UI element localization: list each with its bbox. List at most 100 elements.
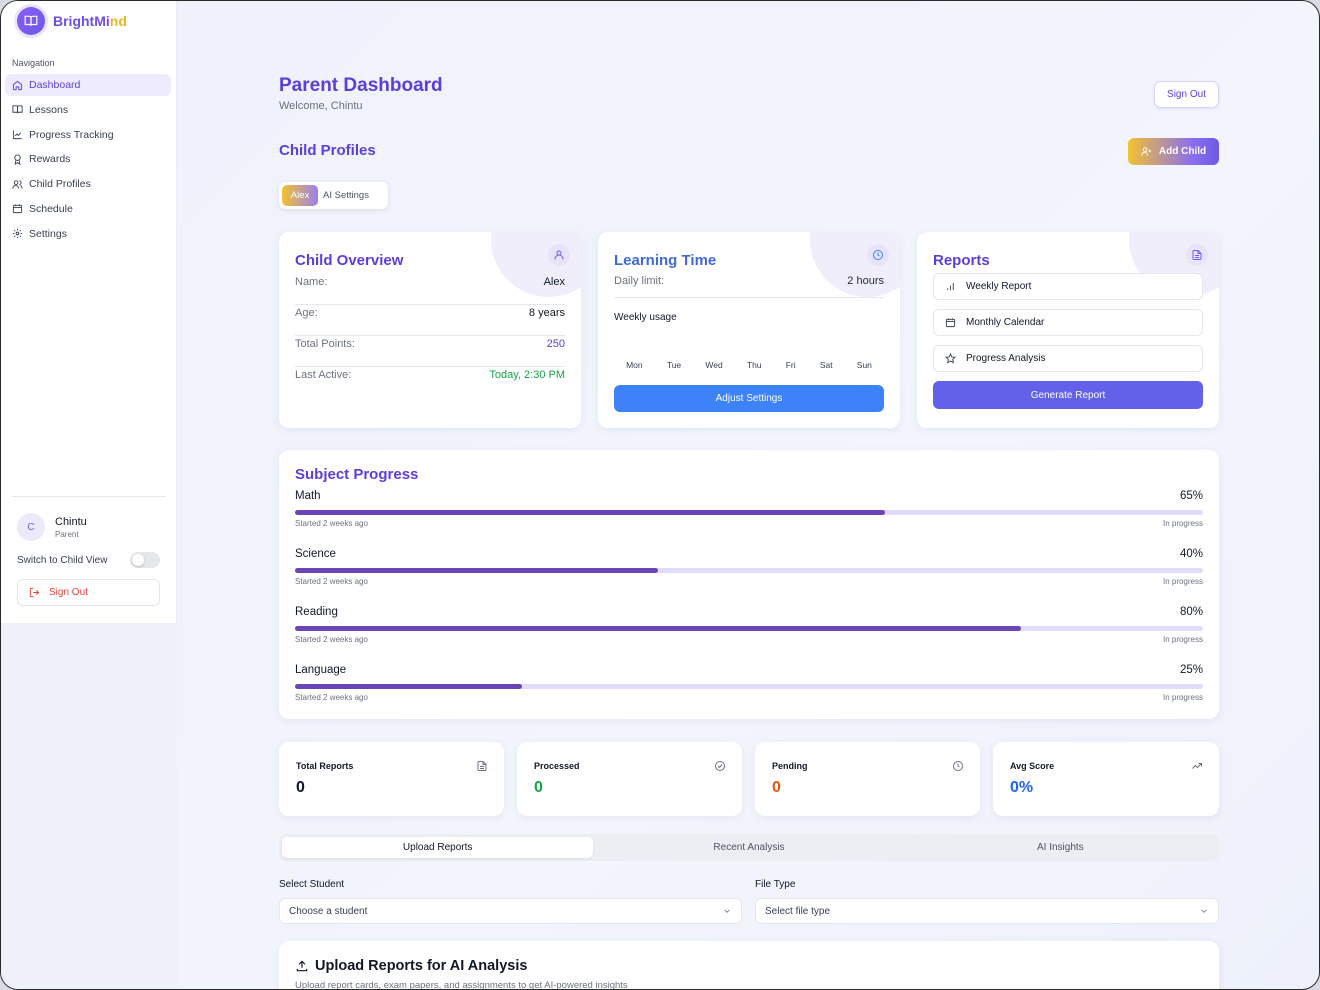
sidebar-item-lessons[interactable]: Lessons — [5, 99, 171, 121]
tab-upload-reports[interactable]: Upload Reports — [282, 837, 594, 858]
subject-row: Math 65% Started 2 weeks ago In progress — [295, 490, 1203, 528]
stat-value: 0 — [772, 779, 781, 796]
tab-ai-settings[interactable]: AI Settings — [323, 190, 369, 201]
day-label: Sat — [819, 360, 833, 370]
sidebar-item-rewards[interactable]: Rewards — [5, 148, 171, 170]
tab-alex[interactable]: Alex — [282, 185, 318, 206]
upload-subtitle: Upload report cards, exam papers, and as… — [295, 980, 628, 990]
tab-recent-analysis[interactable]: Recent Analysis — [713, 842, 785, 853]
progress-bar — [295, 626, 1203, 631]
stat-card-pending: Pending 0 — [755, 742, 980, 816]
welcome-text: Welcome, Chintu — [279, 100, 363, 112]
stat-label: Pending — [772, 761, 808, 771]
header-signout-button[interactable]: Sign Out — [1154, 81, 1219, 108]
child-view-toggle[interactable] — [130, 552, 160, 568]
sidebar-nav: Dashboard Lessons Progress Tracking Rewa… — [5, 74, 171, 248]
progress-bar — [295, 684, 1203, 689]
file-type-select[interactable]: Select file type — [755, 898, 1219, 924]
day-label: Tue — [666, 360, 682, 370]
nav-heading: Navigation — [12, 58, 55, 68]
switch-label: Switch to Child View — [17, 554, 108, 566]
day-label: Thu — [746, 360, 762, 370]
student-select[interactable]: Choose a student — [279, 898, 742, 924]
subject-progress-title: Subject Progress — [295, 466, 419, 483]
subject-status: In progress — [1162, 693, 1203, 702]
progress-bar-fill — [295, 684, 522, 689]
overview-key: Age: — [295, 307, 318, 319]
overview-row: Last Active: Today, 2:30 PM — [295, 367, 565, 398]
clock-icon — [867, 244, 889, 266]
report-label: Weekly Report — [966, 281, 1032, 292]
add-child-button[interactable]: Add Child — [1128, 138, 1219, 165]
overview-key: Total Points: — [295, 338, 355, 350]
upload-card: Upload Reports for AI Analysis Upload re… — [279, 941, 1219, 990]
daily-limit-key: Daily limit: — [614, 275, 665, 287]
learning-time-card: Learning Time Daily limit: 2 hours Weekl… — [598, 232, 900, 428]
overview-value: 8 years — [528, 307, 565, 319]
home-icon — [12, 80, 23, 90]
progress-bar-fill — [295, 626, 1022, 631]
analysis-tabs: Upload Reports Recent Analysis AI Insigh… — [279, 834, 1219, 861]
progress-bar-fill — [295, 510, 886, 515]
day-label: Wed — [705, 360, 723, 370]
child-tabs: Alex AI Settings — [279, 182, 388, 209]
calendar-icon — [12, 204, 23, 214]
stat-label: Total Reports — [296, 761, 354, 771]
page-title: Parent Dashboard — [279, 75, 443, 96]
monthly-calendar-button[interactable]: Monthly Calendar — [933, 309, 1203, 336]
subject-head: Reading 80% — [295, 606, 1203, 618]
overview-row: Total Points: 250 — [295, 336, 565, 367]
overview-row: Name: Alex — [295, 274, 565, 305]
subject-started: Started 2 weeks ago — [295, 693, 368, 702]
users-icon — [12, 180, 23, 189]
subject-started: Started 2 weeks ago — [295, 635, 368, 644]
subject-row: Reading 80% Started 2 weeks ago In progress — [295, 606, 1203, 644]
sidebar-item-child-profiles[interactable]: Child Profiles — [5, 173, 171, 195]
child-overview-card: Child Overview Name: Alex Age: 8 years T… — [279, 232, 581, 428]
check-circle-icon — [715, 761, 725, 771]
sidebar-item-label: Rewards — [29, 153, 71, 166]
reports-title: Reports — [933, 252, 990, 269]
sidebar-item-label: Settings — [29, 227, 67, 240]
subject-head: Science 40% — [295, 548, 1203, 560]
subject-row: Language 25% Started 2 weeks ago In progres… — [295, 664, 1203, 702]
sidebar-item-label: Lessons — [29, 103, 69, 116]
adjust-settings-button[interactable]: Adjust Settings — [614, 385, 884, 412]
child-overview-title: Child Overview — [295, 252, 404, 269]
overview-value: Alex — [543, 276, 565, 288]
subject-name: Reading — [295, 606, 338, 618]
sidebar-item-schedule[interactable]: Schedule — [5, 198, 171, 220]
subject-progress-card: Subject Progress Math 65% Started 2 weeks … — [279, 450, 1219, 719]
brand[interactable]: BrightMind — [17, 7, 127, 35]
tab-ai-insights[interactable]: AI Insights — [1036, 842, 1084, 853]
overview-key: Name: — [295, 276, 328, 288]
logout-icon — [29, 587, 40, 598]
subject-status: In progress — [1162, 635, 1203, 644]
stat-value: 0 — [296, 779, 305, 796]
chevron-down-icon — [1201, 909, 1207, 913]
weekly-usage-label: Weekly usage — [614, 312, 677, 323]
sidebar: BrightMind Navigation Dashboard Lessons … — [1, 1, 177, 623]
stat-card-processed: Processed 0 — [517, 742, 742, 816]
progress-analysis-button[interactable]: Progress Analysis — [933, 345, 1203, 372]
generate-report-button[interactable]: Generate Report — [933, 381, 1203, 409]
sidebar-item-label: Progress Tracking — [29, 128, 114, 141]
subject-row: Science 40% Started 2 weeks ago In progress — [295, 548, 1203, 586]
sidebar-signout-button[interactable]: Sign Out — [17, 579, 160, 606]
user-name: Chintu — [55, 515, 87, 528]
star-icon — [945, 353, 956, 364]
sidebar-item-progress-tracking[interactable]: Progress Tracking — [5, 124, 171, 146]
sidebar-item-settings[interactable]: Settings — [5, 223, 171, 245]
file-icon — [477, 761, 487, 771]
avatar: C — [17, 513, 45, 541]
report-label: Monthly Calendar — [966, 317, 1045, 328]
child-profiles-title: Child Profiles — [279, 142, 376, 159]
learning-time-title: Learning Time — [614, 252, 717, 269]
subject-foot: Started 2 weeks ago In progress — [295, 519, 1203, 528]
sidebar-item-dashboard[interactable]: Dashboard — [5, 74, 171, 96]
subject-name: Language — [295, 664, 347, 676]
weekly-report-button[interactable]: Weekly Report — [933, 273, 1203, 300]
progress-bar — [295, 568, 1203, 573]
sidebar-background — [1, 623, 177, 989]
stat-value: 0% — [1010, 779, 1034, 796]
